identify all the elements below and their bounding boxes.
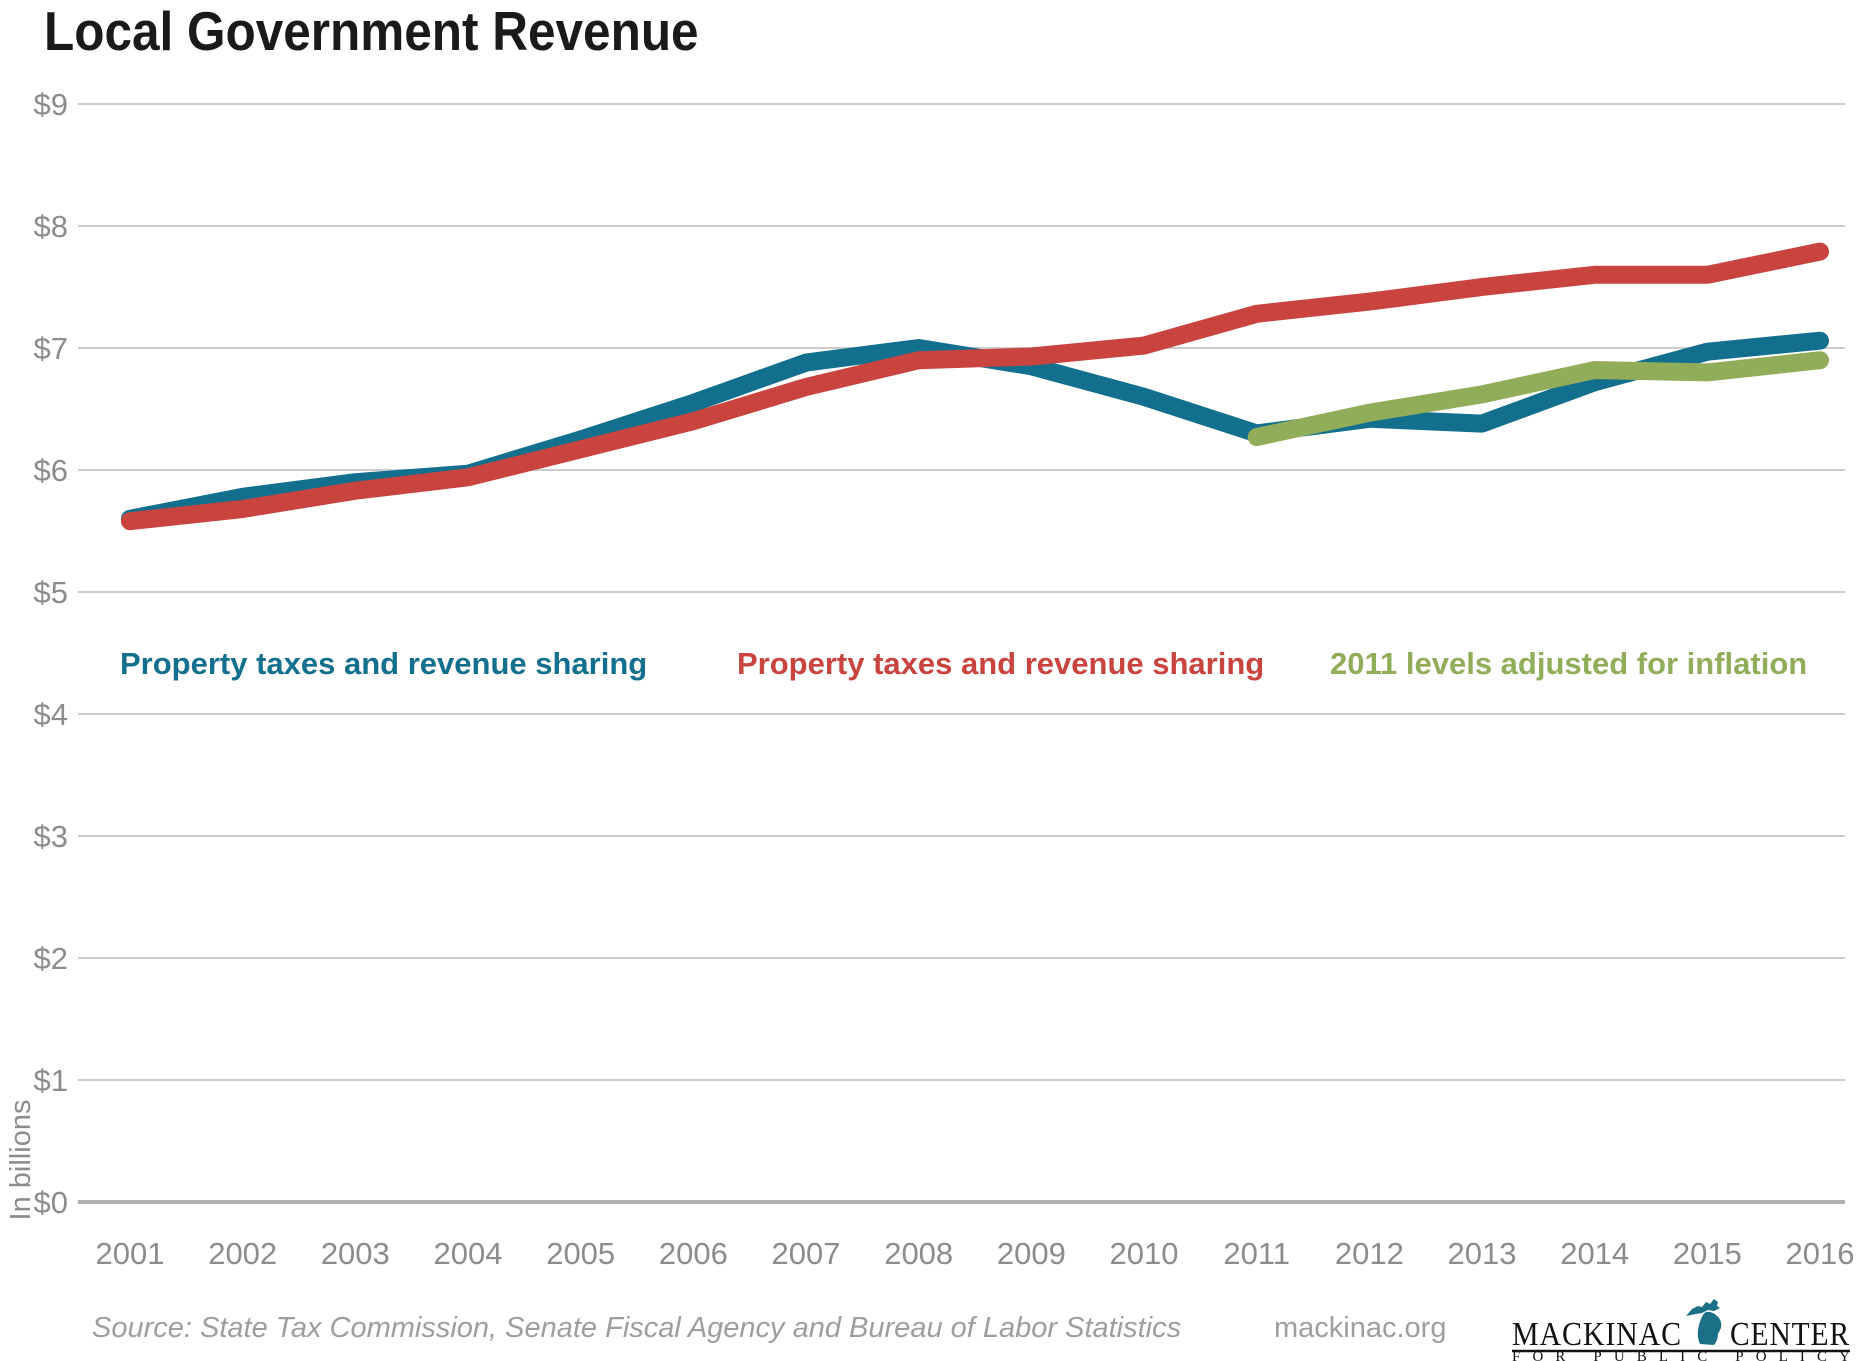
gridlines (78, 103, 1845, 1204)
y-tick-label: $9 (34, 87, 68, 122)
y-tick-label: $8 (34, 209, 68, 244)
legend-item-blue-series: Property taxes and revenue sharing (120, 646, 647, 681)
y-tick-label: $5 (34, 575, 68, 610)
michigan-lower-peninsula (1697, 1311, 1722, 1345)
x-tick-label: 2007 (772, 1236, 841, 1271)
x-tick-label: 2010 (1110, 1236, 1179, 1271)
mackinac-center-logo: MACKINAC CENTER FOR PUBLIC POLICY (1512, 1299, 1850, 1361)
michigan-icon (1686, 1299, 1722, 1345)
x-tick-label: 2008 (884, 1236, 953, 1271)
y-tick-label: $7 (34, 331, 68, 366)
x-tick-label: 2004 (434, 1236, 503, 1271)
x-tick-label: 2002 (208, 1236, 277, 1271)
x-tick-label: 2009 (997, 1236, 1066, 1271)
michigan-upper-peninsula (1686, 1299, 1720, 1316)
x-tick-label: 2011 (1223, 1236, 1290, 1271)
legend-item-green-series: 2011 levels adjusted for inflation (1330, 646, 1807, 681)
website-link[interactable]: mackinac.org (1274, 1312, 1446, 1344)
series-line-1 (121, 242, 1829, 531)
logo-text-tagline: FOR PUBLIC POLICY (1512, 1349, 1850, 1361)
legend-item-red-series: Property taxes and revenue sharing (737, 646, 1264, 681)
x-tick-label: 2006 (659, 1236, 728, 1271)
x-axis-labels: 2001 2002 2003 2004 2005 2006 2007 2008 2009 2010… (96, 1236, 1855, 1271)
x-tick-label: 2014 (1560, 1236, 1629, 1271)
y-axis-title: In billions (5, 1100, 37, 1221)
x-tick-label: 2005 (546, 1236, 615, 1271)
y-axis-labels: $0 $1 $2 $3 $4 $5 $6 $7 $8 $9 (34, 87, 68, 1220)
y-tick-label: $3 (34, 819, 68, 854)
chart-title-group: Local Government Revenue (44, 2, 699, 63)
logo-text-center: CENTER (1730, 1316, 1850, 1353)
x-tick-label: 2015 (1673, 1236, 1742, 1271)
y-tick-label: $4 (34, 697, 68, 732)
y-tick-label: $2 (34, 941, 68, 976)
y-tick-label: $1 (34, 1063, 68, 1098)
chart-title: Local Government Revenue (44, 2, 699, 63)
series-line-2 (1247, 351, 1829, 447)
x-tick-label: 2003 (321, 1236, 390, 1271)
x-tick-label: 2012 (1335, 1236, 1404, 1271)
x-tick-label: 2013 (1448, 1236, 1517, 1271)
y-tick-label: $6 (34, 453, 68, 488)
source-note: Source: State Tax Commission, Senate Fis… (92, 1312, 1181, 1344)
x-tick-label: 2001 (96, 1236, 165, 1271)
y-tick-label: $0 (34, 1185, 68, 1220)
logo-text-mackinac: MACKINAC (1512, 1316, 1682, 1353)
data-lines (121, 242, 1829, 531)
x-tick-label: 2016 (1786, 1236, 1855, 1271)
